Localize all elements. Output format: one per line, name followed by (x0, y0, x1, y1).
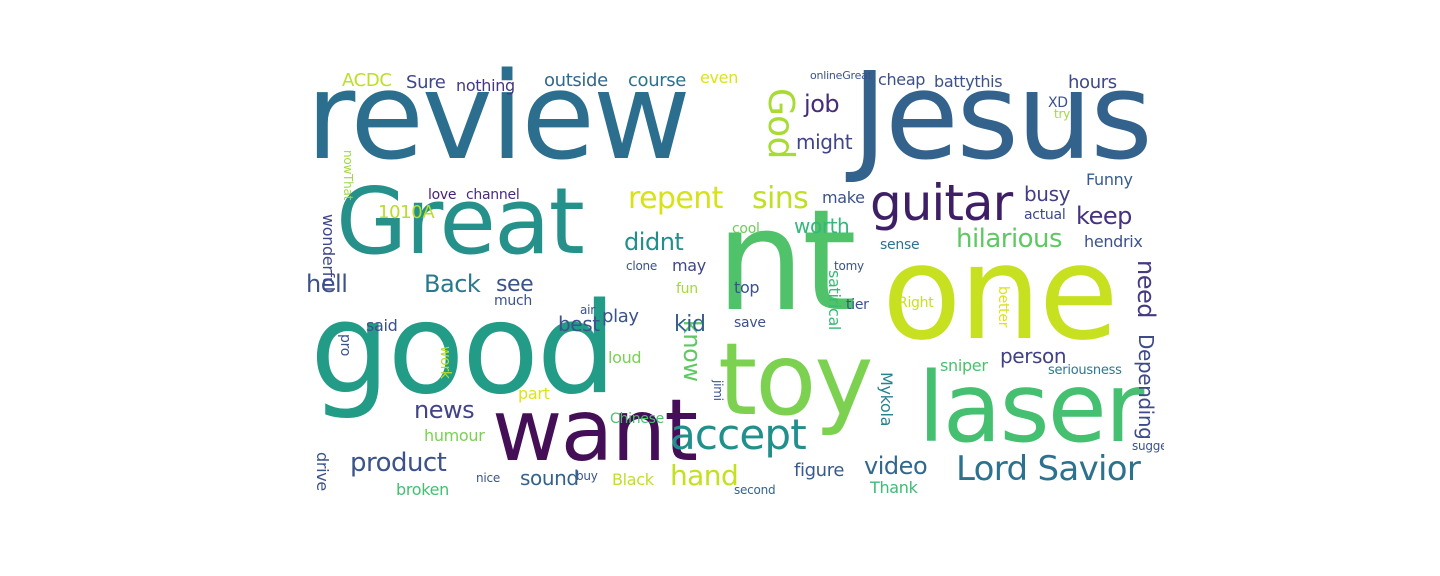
word: one (882, 217, 1119, 369)
word: Chinese (610, 411, 664, 427)
word: onlineGreat (810, 69, 872, 82)
word: tier (846, 297, 869, 313)
word: good (310, 275, 617, 422)
word: tomy (834, 259, 864, 273)
word: XD (1048, 95, 1068, 111)
word: humour (424, 426, 485, 445)
word: God (760, 88, 801, 159)
word: said (366, 316, 398, 335)
word: jimi (711, 380, 725, 401)
word: kid (674, 312, 706, 337)
word: hours (1068, 72, 1117, 93)
word: nice (476, 471, 500, 485)
word: review (306, 64, 691, 187)
word: may (672, 256, 706, 275)
word: wonderful (319, 214, 338, 291)
word: fun (676, 281, 698, 297)
word: news (414, 396, 475, 424)
word: see (496, 272, 534, 297)
word: better (995, 286, 1011, 328)
word: worth (794, 214, 850, 238)
word: battythis (934, 72, 1003, 91)
word: drive (313, 452, 332, 491)
word: Depending (1134, 334, 1158, 440)
word: might (796, 130, 853, 154)
word: make (822, 188, 865, 207)
word: clone (626, 259, 658, 273)
word: hendrix (1084, 232, 1143, 251)
word: work (437, 346, 453, 379)
word: 1010A (378, 202, 435, 223)
word: actual (1024, 207, 1066, 223)
word: person (1000, 344, 1067, 368)
word: know (678, 320, 706, 382)
word: Lord Savior (956, 449, 1141, 489)
word: outside (544, 70, 608, 91)
word: even (700, 68, 739, 87)
word: sins (752, 181, 809, 216)
word: channel (466, 187, 520, 203)
word: much (494, 293, 532, 309)
word: nt (716, 180, 857, 343)
word: repent (628, 181, 723, 216)
word: Mykola (877, 372, 896, 427)
word: top (734, 278, 760, 297)
word: nowThat (341, 150, 355, 201)
word: love (428, 187, 457, 203)
word: seriousness (1048, 363, 1122, 378)
word: need (1132, 260, 1160, 319)
word: Thank (870, 478, 918, 497)
word: air (580, 303, 595, 317)
word: satirical (825, 270, 844, 331)
word: sound (520, 466, 579, 490)
word: product (350, 448, 447, 478)
word: ACDC (342, 70, 392, 91)
word: hell (306, 270, 348, 298)
word: second (734, 483, 776, 497)
word: accept (670, 410, 807, 459)
word: job (804, 90, 840, 118)
word: keep (1076, 202, 1132, 230)
word: best (558, 312, 600, 336)
word: course (628, 70, 687, 91)
word: nothing (456, 76, 515, 95)
word: cheap (878, 70, 926, 89)
word: didnt (624, 228, 684, 256)
word: part (518, 384, 550, 403)
word: try (1054, 107, 1071, 121)
word: want (492, 381, 698, 481)
word: loud (608, 348, 642, 367)
word: save (734, 315, 766, 331)
word: figure (794, 460, 845, 481)
word: sniper (940, 356, 988, 375)
word: sense (880, 237, 920, 253)
word: Funny (1086, 170, 1133, 189)
word: Black (612, 470, 654, 489)
word: video (864, 452, 928, 480)
word: buy (576, 469, 598, 483)
word: pro (337, 334, 353, 357)
word: Jesus (852, 64, 1153, 187)
word: hand (670, 459, 739, 492)
word: cool (732, 221, 760, 237)
word: play (602, 306, 639, 327)
word: Great (336, 168, 585, 275)
word: suggest (1132, 439, 1164, 453)
word: guitar (870, 174, 1013, 232)
word: laser (918, 352, 1144, 464)
word-cloud: review Jesus Great nt one good toy laser… (300, 64, 1164, 512)
word: hilarious (956, 224, 1063, 254)
word: Sure (406, 72, 446, 93)
word: Right (898, 295, 934, 311)
word: Back (424, 270, 481, 298)
word: toy (718, 321, 874, 438)
word: busy (1024, 182, 1071, 206)
word: broken (396, 480, 449, 499)
